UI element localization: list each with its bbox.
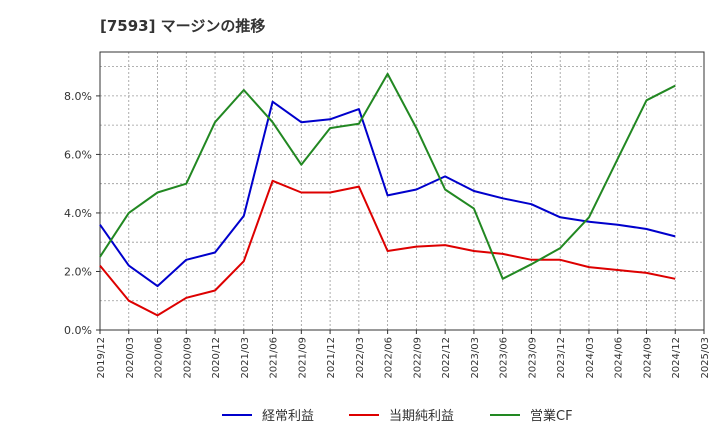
x-tick-label: 2021/06: [269, 337, 280, 379]
grid-layer: [100, 52, 704, 330]
axis-layer: 0.0% 2.0% 4.0% 6.0% 8.0% 2019/12 2020/03 2020/0…: [64, 51, 711, 379]
y-tick-label: 6.0%: [64, 148, 92, 161]
legend: 経常利益 当期純利益 営業CF: [222, 408, 573, 424]
plot-frame: [99, 51, 705, 331]
legend-label: 経常利益: [262, 409, 314, 424]
x-tick-label: 2020/06: [154, 337, 165, 379]
legend-label: 営業CF: [530, 408, 573, 424]
x-tick-label: 2024/03: [585, 337, 596, 379]
series-line: [99, 100, 676, 288]
x-tick-label: 2023/12: [556, 337, 567, 379]
y-tick-label: 0.0%: [64, 324, 92, 337]
x-tick-label: 2024/06: [614, 337, 625, 379]
legend-item: 経常利益: [222, 409, 314, 424]
plot-area: [100, 52, 704, 330]
x-tick-label: 2022/09: [412, 337, 423, 379]
x-tick-label: 2025/03: [700, 337, 711, 379]
x-tick-label: 2022/03: [355, 337, 366, 379]
legend-label: 当期純利益: [389, 409, 454, 424]
series-layer: [99, 72, 676, 317]
y-tick-label: 4.0%: [64, 207, 92, 220]
legend-item: 当期純利益: [349, 409, 454, 424]
legend-item: 営業CF: [490, 408, 573, 424]
x-tick-label: 2023/03: [470, 337, 481, 379]
x-tick-label: 2023/09: [527, 337, 538, 379]
x-tick-label: 2023/06: [499, 337, 510, 379]
x-tick-label: 2019/12: [96, 337, 107, 379]
x-tick-label: 2022/06: [384, 337, 395, 379]
x-tick-label: 2020/03: [125, 337, 136, 379]
x-tick-label: 2022/12: [441, 337, 452, 379]
x-tick-label: 2021/12: [326, 337, 337, 379]
series-line: [99, 179, 676, 317]
x-tick-label: 2021/03: [240, 337, 251, 379]
y-tick-label: 2.0%: [64, 265, 92, 278]
chart-title: [7593] マージンの推移: [100, 17, 266, 35]
x-tick-label: 2024/09: [642, 337, 653, 379]
x-tick-label: 2020/09: [182, 337, 193, 379]
series-line: [99, 72, 676, 280]
y-tick-label: 8.0%: [64, 90, 92, 103]
x-tick-label: 2021/09: [297, 337, 308, 379]
x-tick-label: 2020/12: [211, 337, 222, 379]
x-tick-label: 2024/12: [671, 337, 682, 379]
